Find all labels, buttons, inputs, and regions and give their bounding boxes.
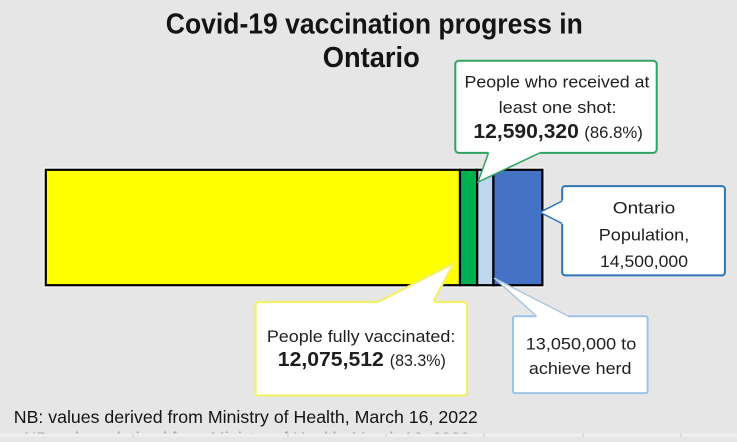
svg-text:(83.3%): (83.3%) bbox=[390, 351, 446, 370]
svg-text:Population,: Population, bbox=[599, 225, 690, 244]
svg-text:People who received at: People who received at bbox=[465, 73, 650, 92]
svg-text:(86.8%): (86.8%) bbox=[584, 123, 643, 142]
svg-text:Covid-19 vaccination progress: Covid-19 vaccination progress in bbox=[166, 9, 583, 41]
svg-text:Ontario: Ontario bbox=[323, 42, 420, 74]
svg-text:least one shot:: least one shot: bbox=[499, 98, 617, 117]
svg-text:People fully vaccinated:: People fully vaccinated: bbox=[267, 327, 456, 346]
svg-text:NB: values derived from Minist: NB: values derived from Ministry of Heal… bbox=[14, 407, 478, 427]
svg-text:12,590,320: 12,590,320 bbox=[473, 121, 578, 143]
svg-text:Ontario: Ontario bbox=[613, 199, 676, 218]
svg-text:achieve herd: achieve herd bbox=[529, 359, 632, 378]
svg-text:12,075,512: 12,075,512 bbox=[278, 349, 384, 371]
svg-text:13,050,000 to: 13,050,000 to bbox=[526, 335, 637, 354]
svg-text:14,500,000: 14,500,000 bbox=[600, 252, 688, 271]
